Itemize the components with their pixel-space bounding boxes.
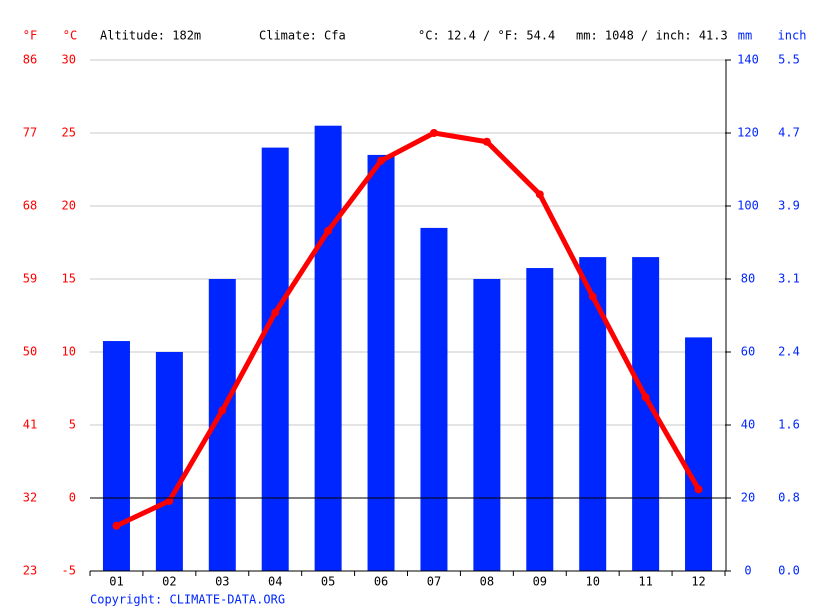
y2-tick-label-inch: 2.4 [778, 345, 800, 359]
y-tick-label-f: 41 [23, 418, 37, 432]
y2-tick-label: 0 [744, 564, 751, 578]
bar [526, 268, 554, 571]
y-tick-label-f: 59 [23, 272, 37, 286]
y-tick-label: 30 [62, 53, 76, 67]
point [482, 137, 491, 146]
y2-tick-label: 20 [741, 491, 755, 505]
y2-tick-label-inch: 3.1 [778, 272, 800, 286]
bar [314, 125, 342, 571]
point [165, 496, 174, 505]
x-tick-label: 08 [480, 575, 494, 589]
point [112, 521, 121, 530]
y-tick-label: 5 [69, 418, 76, 432]
y-tick-label-f: 86 [23, 53, 37, 67]
point [218, 406, 227, 415]
point [641, 393, 650, 402]
unit-label: mm [738, 29, 752, 43]
y-tick-label-f: 68 [23, 199, 37, 213]
y2-tick-label-inch: 0.0 [778, 564, 800, 578]
x-tick-label: 09 [533, 575, 547, 589]
copyright: Copyright: CLIMATE-DATA.ORG [90, 593, 285, 607]
y2-tick-label: 40 [741, 418, 755, 432]
info-text: °C: 12.4 / °F: 54.4 [418, 29, 555, 43]
bar [685, 337, 713, 571]
unit-label: °C [63, 29, 77, 43]
info-text: Altitude: 182m [100, 29, 201, 43]
line [113, 130, 702, 529]
y2-tick-label-inch: 5.5 [778, 53, 800, 67]
info-text: Climate: Cfa [259, 29, 346, 43]
y2-tick-label: 140 [737, 53, 759, 67]
unit-label: inch [778, 29, 807, 43]
y2-tick-label: 100 [737, 199, 759, 213]
bar [102, 341, 130, 571]
y-tick-label: 20 [62, 199, 76, 213]
x-tick-label: 12 [691, 575, 705, 589]
bar [155, 352, 183, 571]
point [324, 226, 333, 235]
y2-tick-label-inch: 0.8 [778, 491, 800, 505]
y2-tick-label-inch: 3.9 [778, 199, 800, 213]
info-text: mm: 1048 / inch: 41.3 [576, 29, 728, 43]
y-tick-label: 15 [62, 272, 76, 286]
y2-tick-label: 80 [741, 272, 755, 286]
y-tick-label-f: 50 [23, 345, 37, 359]
x-tick-label: 01 [109, 575, 123, 589]
point [377, 156, 386, 165]
y-tick-label-f: 32 [23, 491, 37, 505]
point [429, 129, 438, 137]
unit-label: °F [23, 29, 37, 43]
point [694, 485, 703, 494]
x-tick-label: 10 [585, 575, 599, 589]
bar [473, 279, 501, 571]
point [535, 190, 544, 199]
bar [420, 227, 448, 571]
y-tick-label: 25 [62, 126, 76, 140]
bar [261, 147, 289, 571]
y-tick-label: -5 [62, 564, 76, 578]
x-tick-label: 11 [638, 575, 652, 589]
y2-tick-label: 60 [741, 345, 755, 359]
point [271, 308, 280, 317]
x-tick-label: 05 [321, 575, 335, 589]
y-tick-label: 0 [69, 491, 76, 505]
y2-tick-label-inch: 1.6 [778, 418, 800, 432]
y-tick-label: 10 [62, 345, 76, 359]
x-tick-label: 02 [162, 575, 176, 589]
y-tick-label-f: 23 [23, 564, 37, 578]
point [588, 292, 597, 301]
x-tick-label: 06 [374, 575, 388, 589]
bar [579, 257, 607, 571]
y-tick-label-f: 77 [23, 126, 37, 140]
x-tick-label: 04 [268, 575, 282, 589]
y2-tick-label: 120 [737, 126, 759, 140]
x-tick-label: 03 [215, 575, 229, 589]
y2-tick-label-inch: 4.7 [778, 126, 800, 140]
x-tick-label: 07 [427, 575, 441, 589]
bar [367, 154, 395, 571]
